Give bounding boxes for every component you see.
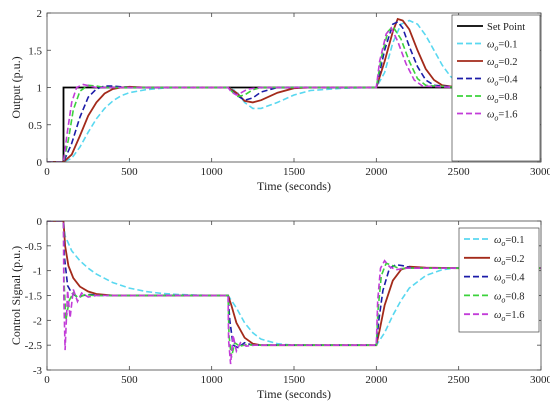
x-tick-label: 2500 [448, 166, 471, 178]
x-tick-label: 1000 [201, 166, 224, 178]
legend-label: ωo=1.6 [494, 310, 524, 323]
x-tick-label: 0 [44, 166, 50, 178]
y-tick-label: -2.5 [25, 340, 43, 352]
x-tick-label: 3000 [530, 374, 550, 386]
x-tick-label: 500 [121, 374, 138, 386]
series-line-6 [47, 26, 541, 162]
series-line-3 [47, 17, 541, 162]
legend-label: ωo=0.2 [494, 254, 524, 267]
y-tick-label: 1.5 [28, 45, 42, 57]
legend-label: ωo=0.4 [494, 273, 525, 286]
legend-label: ωo=1.6 [487, 110, 517, 123]
legend-label: Set Point [487, 22, 525, 33]
series-group [47, 221, 541, 365]
y-tick-label: 0.5 [28, 120, 42, 132]
y-tick-label: -1 [33, 266, 42, 278]
x-tick-label: 1500 [283, 166, 306, 178]
legend-label: ωo=0.8 [487, 92, 517, 105]
series-line-5 [47, 221, 541, 365]
y-tick-label: 0 [37, 157, 43, 169]
legend: Set Point ωo=0.1 ωo=0.2 ωo=0.4 ωo=0.8 ωo=1.6 [451, 14, 541, 162]
y-tick-label: 2 [37, 8, 43, 20]
y-axis-label: Control Signal (p.u.) [9, 246, 23, 345]
x-axis-label: Time (seconds) [257, 179, 331, 193]
y-tick-label: -2 [33, 315, 42, 327]
legend-box [458, 227, 540, 333]
legend-label: ωo=0.1 [494, 235, 524, 248]
x-tick-label: 0 [44, 374, 50, 386]
x-tick-label: 2000 [365, 374, 388, 386]
x-axis-label: Time (seconds) [257, 387, 331, 401]
x-tick-label: 2000 [365, 166, 388, 178]
y-axis-label: Output (p.u.) [9, 56, 23, 118]
legend: ωo=0.1 ωo=0.2 ωo=0.4 ωo=0.8 ωo=1.6 [458, 227, 540, 333]
x-tick-label: 1000 [201, 374, 224, 386]
y-tick-label: -0.5 [25, 241, 43, 253]
series-line-2 [47, 19, 541, 162]
series-group [47, 17, 541, 162]
legend-label: ωo=0.8 [494, 291, 524, 304]
x-tick-label: 2500 [448, 374, 471, 386]
legend-box [451, 14, 541, 162]
legend-label: ωo=0.4 [487, 75, 518, 88]
series-line-5 [47, 25, 541, 162]
y-tick-label: 1 [37, 83, 43, 95]
y-tick-label: -1.5 [25, 291, 43, 303]
series-line-1 [47, 221, 541, 347]
x-tick-label: 3000 [530, 166, 550, 178]
series-line-4 [47, 20, 541, 162]
legend-label: ωo=0.1 [487, 40, 517, 53]
x-tick-label: 1500 [283, 374, 306, 386]
y-tick-label: -3 [33, 365, 43, 377]
series-line-2 [47, 221, 541, 347]
chart-panel-1: 0 500 1000 1500 2000 2500 3000 0 0.5 1 1.5 2 Time (s… [9, 8, 550, 193]
chart-panel-2: 0 500 1000 1500 2000 2500 3000 0 -0.5 -1 -1.5 -2 -2.… [9, 216, 550, 401]
y-tick-label: 0 [37, 216, 43, 228]
legend-label: ωo=0.2 [487, 57, 517, 70]
x-tick-label: 500 [121, 166, 138, 178]
